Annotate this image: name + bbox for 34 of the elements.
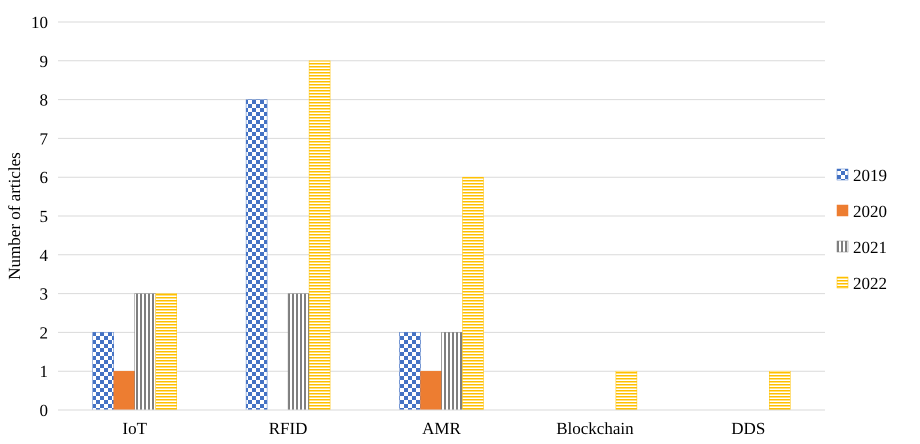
bar <box>769 370 791 410</box>
legend-label: 2021 <box>853 238 887 257</box>
bar <box>308 60 330 410</box>
bar <box>399 332 421 410</box>
x-tick-label: Blockchain <box>556 419 634 438</box>
bar <box>420 370 442 410</box>
bar <box>441 332 463 410</box>
legend-label: 2019 <box>853 166 887 185</box>
y-tick-label: 8 <box>40 90 48 110</box>
bar <box>113 370 135 410</box>
x-tick-label: IoT <box>122 419 148 438</box>
y-axis-title: Number of articles <box>5 152 24 280</box>
x-tick-label: AMR <box>422 419 462 438</box>
legend-label: 2022 <box>853 274 887 293</box>
y-tick-label: 4 <box>40 246 48 265</box>
bar <box>92 332 114 410</box>
legend-label: 2020 <box>853 202 887 221</box>
y-tick-label: 10 <box>31 12 48 32</box>
bar <box>616 370 638 410</box>
bar <box>288 293 310 410</box>
y-tick-label: 7 <box>40 129 48 148</box>
x-tick-label: RFID <box>268 419 308 438</box>
x-tick-label: DDS <box>731 419 766 438</box>
y-tick-label: 1 <box>40 362 48 382</box>
y-tick-label: 3 <box>40 284 48 304</box>
bar <box>462 176 484 410</box>
y-tick-label: 0 <box>40 400 48 420</box>
bar <box>155 293 177 410</box>
y-tick-label: 6 <box>40 168 48 188</box>
y-tick-label: 5 <box>40 206 48 226</box>
bar <box>134 293 156 410</box>
y-tick-label: 9 <box>40 52 48 71</box>
bar <box>246 99 268 410</box>
y-tick-label: 2 <box>40 323 48 342</box>
